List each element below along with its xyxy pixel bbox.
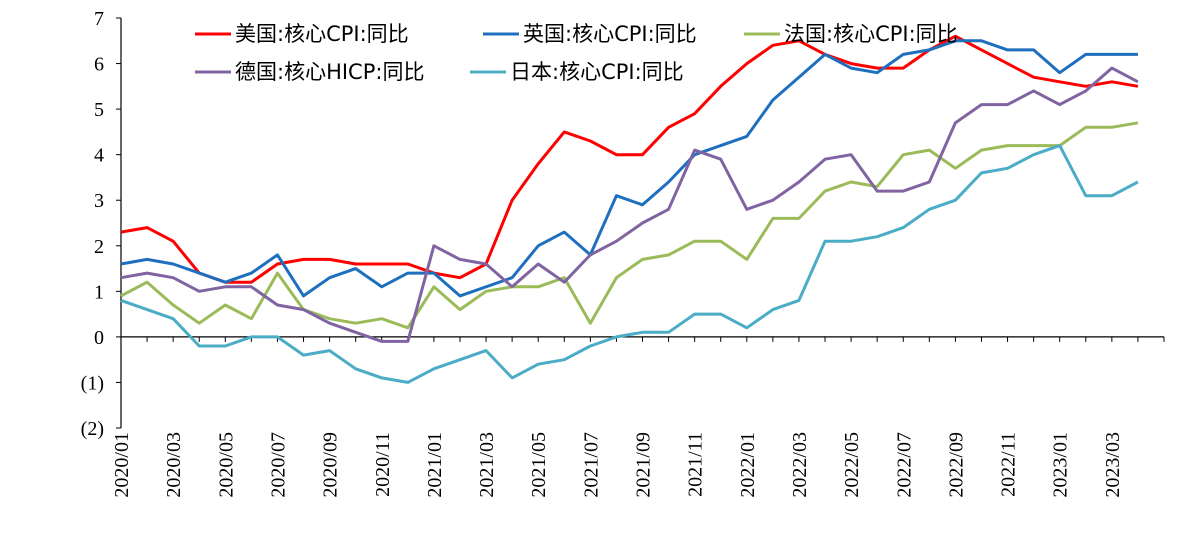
x-tick-label: 2020/11 [372,432,394,497]
legend-label: 美国:核心CPI:同比 [235,22,409,46]
series-line-4 [120,144,1139,384]
y-tick-label: 2 [94,236,104,258]
x-tick-label: 2023/01 [1050,432,1072,498]
series-line-2 [120,121,1139,330]
x-tick-label: 2021/11 [685,432,707,497]
x-tick-label: 2020/09 [320,432,342,498]
y-tick-label: 5 [94,99,104,121]
y-tick-label: 7 [94,8,104,30]
x-tick-label: 2022/03 [789,432,811,498]
x-tick-label: 2022/01 [737,432,759,498]
x-tick-label: 2023/03 [1102,432,1124,498]
legend-label: 英国:核心CPI:同比 [523,22,697,46]
y-tick-label: 6 [94,54,104,76]
x-tick-label: 2021/05 [528,432,550,498]
y-tick-label: 1 [94,281,104,303]
x-tick-label: 2022/05 [841,432,863,498]
x-tick-label: 2021/09 [633,432,655,498]
legend: 美国:核心CPI:同比 英国:核心CPI:同比 法国:核心CPI:同比德国:核心HI… [195,22,958,84]
series-line-1 [120,39,1138,298]
x-tick-label: 2022/07 [893,432,915,498]
x-tick-label: 2021/07 [580,432,602,498]
legend-label: 德国:核心HICP:同比 [235,60,424,84]
x-tick-label: 2020/01 [111,432,133,498]
legend-label: 法国:核心CPI:同比 [784,22,958,46]
x-tick-label: 2020/07 [267,432,289,498]
x-tick-label: 2020/03 [163,432,185,498]
x-tick-label: 2022/09 [945,432,967,498]
series-line-3 [120,66,1139,343]
x-tick-label: 2021/03 [476,432,498,498]
y-tick-label: 3 [94,190,104,212]
x-tick-label: 2021/01 [424,432,446,498]
y-tick-label: (2) [81,418,104,440]
legend-label: 日本:核心CPI:同比 [510,60,684,84]
y-tick-label: 0 [94,327,104,349]
y-tick-label: 4 [94,145,104,167]
x-tick-label: 2020/05 [215,432,237,498]
y-tick-label: (1) [81,372,104,394]
x-axis-ticks: 2020/01 2020/03 2020/05 2020/07 2020/09 2020/… [111,336,1165,498]
series-line-0 [120,34,1139,284]
y-axis-ticks: 7 6 5 4 3 2 1 0 (1) (2) [81,8,121,440]
series-lines [120,34,1139,384]
x-tick-label: 2022/11 [998,432,1020,497]
